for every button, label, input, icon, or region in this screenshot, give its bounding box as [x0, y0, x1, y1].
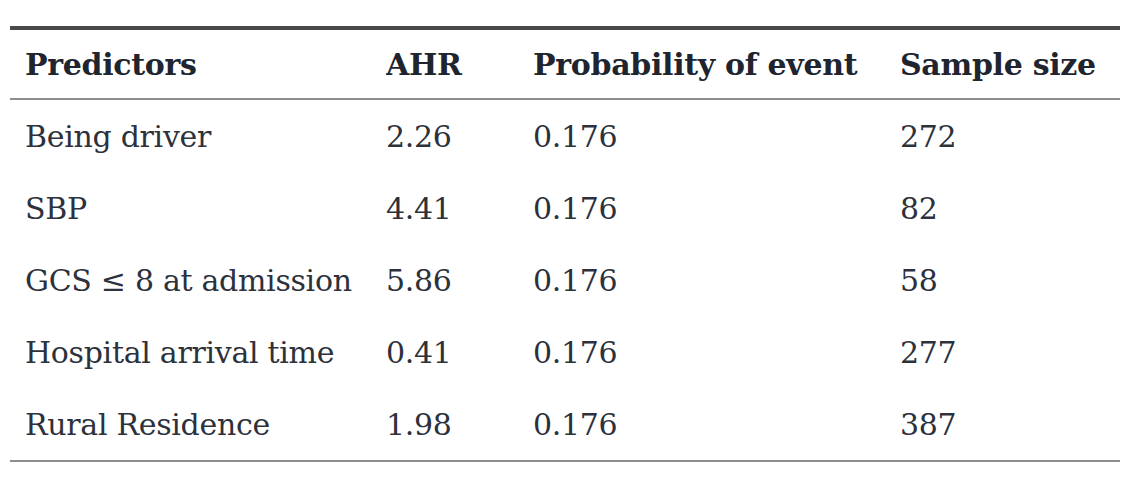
column-header-predictors: Predictors [10, 28, 386, 99]
cell-probability: 0.176 [533, 172, 900, 244]
table-row: Being driver 2.26 0.176 272 [10, 99, 1120, 172]
table-row: GCS ≤ 8 at admission 5.86 0.176 58 [10, 244, 1120, 316]
cell-ahr: 4.41 [386, 172, 533, 244]
table-header-row: Predictors AHR Probability of event Samp… [10, 28, 1120, 99]
cell-ahr: 5.86 [386, 244, 533, 316]
cell-probability: 0.176 [533, 244, 900, 316]
cell-sample-size: 82 [900, 172, 1120, 244]
cell-ahr: 1.98 [386, 388, 533, 461]
column-header-sample-size: Sample size [900, 28, 1120, 99]
cell-probability: 0.176 [533, 388, 900, 461]
cell-predictor: Rural Residence [10, 388, 386, 461]
cell-predictor: Being driver [10, 99, 386, 172]
table-row: Rural Residence 1.98 0.176 387 [10, 388, 1120, 461]
cell-sample-size: 272 [900, 99, 1120, 172]
table-row: SBP 4.41 0.176 82 [10, 172, 1120, 244]
predictors-table: Predictors AHR Probability of event Samp… [10, 26, 1120, 462]
cell-sample-size: 387 [900, 388, 1120, 461]
cell-predictor: GCS ≤ 8 at admission [10, 244, 386, 316]
column-header-ahr: AHR [386, 28, 533, 99]
cell-ahr: 2.26 [386, 99, 533, 172]
cell-sample-size: 58 [900, 244, 1120, 316]
cell-probability: 0.176 [533, 316, 900, 388]
cell-probability: 0.176 [533, 99, 900, 172]
cell-predictor: SBP [10, 172, 386, 244]
column-header-probability-of-event: Probability of event [533, 28, 900, 99]
table-row: Hospital arrival time 0.41 0.176 277 [10, 316, 1120, 388]
cell-predictor: Hospital arrival time [10, 316, 386, 388]
cell-sample-size: 277 [900, 316, 1120, 388]
cell-ahr: 0.41 [386, 316, 533, 388]
